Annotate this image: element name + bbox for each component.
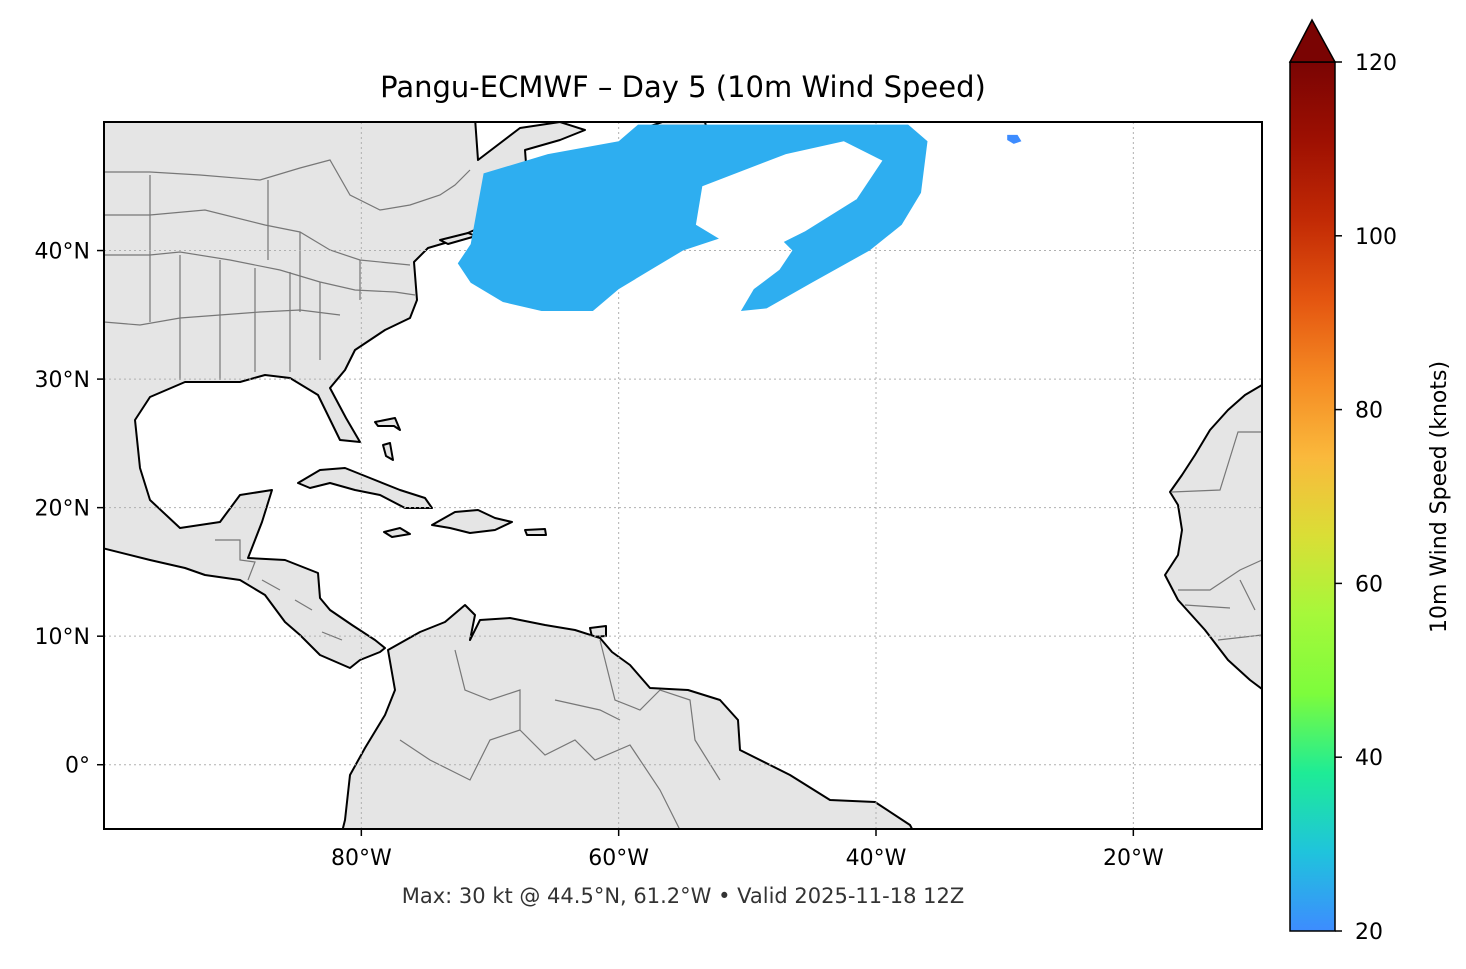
- colorbar-label: 10m Wind Speed (knots): [1427, 361, 1452, 633]
- wind-speck: [1007, 134, 1022, 144]
- colorbar-tick-label: 120: [1355, 51, 1397, 76]
- colorbar-tick-label: 80: [1355, 399, 1383, 424]
- colorbar-gradient: [1289, 61, 1336, 932]
- jamaica: [383, 527, 411, 538]
- wind-field-layer: [457, 124, 1022, 311]
- colorbar-ticks: 20 40 60 80 100 120: [1335, 51, 1397, 945]
- bahamas-north: [374, 417, 401, 431]
- central-america-borders: [261, 579, 343, 641]
- x-tick-label: 40°W: [846, 846, 907, 871]
- y-tick-label: 20°N: [35, 497, 90, 522]
- us-state-lines-5: [149, 175, 361, 322]
- colorbar-tick-label: 60: [1355, 572, 1383, 597]
- chart-title: Pangu-ECMWF – Day 5 (10m Wind Speed): [380, 70, 986, 104]
- bahamas-south: [382, 442, 394, 461]
- grid-lines: [104, 122, 1262, 829]
- hispaniola: [431, 509, 513, 534]
- mexico-guatemala-border: [215, 539, 256, 581]
- y-tick-label: 40°N: [35, 240, 90, 265]
- colorbar: 20 40 60 80 100 120 10m Wind Speed (knots): [1288, 18, 1452, 945]
- us-state-lines-2: [104, 251, 416, 296]
- chart-footnote: Max: 30 kt @ 44.5°N, 61.2°W • Valid 2025…: [401, 884, 965, 908]
- colorbar-extend-arrow: [1288, 18, 1337, 63]
- us-state-lines-1: [104, 209, 411, 266]
- colorbar-tick-label: 100: [1355, 225, 1397, 250]
- x-axis: 80°W 60°W 40°W 20°W: [331, 829, 1164, 871]
- calm-region-inner: [695, 141, 883, 251]
- south-america-borders: [399, 639, 721, 829]
- colorbar-tick-label: 20: [1355, 920, 1383, 945]
- x-tick-label: 80°W: [331, 846, 392, 871]
- us-canada-border: [104, 159, 471, 211]
- puerto-rico: [524, 528, 547, 536]
- colorbar-tick-label: 40: [1355, 746, 1383, 771]
- africa-borders: [1171, 431, 1262, 641]
- x-tick-label: 60°W: [588, 846, 649, 871]
- y-axis: 0° 10°N 20°N 30°N 40°N: [35, 240, 104, 779]
- africa-landmass: [1164, 383, 1262, 691]
- plot-frame: [103, 121, 1263, 830]
- admin-borders: [104, 159, 1262, 829]
- y-tick-label: 30°N: [35, 368, 90, 393]
- us-state-lines-4: [179, 255, 321, 380]
- y-tick-label: 10°N: [35, 625, 90, 650]
- x-tick-label: 20°W: [1103, 846, 1164, 871]
- cuba: [297, 467, 433, 509]
- y-tick-label: 0°: [65, 754, 90, 779]
